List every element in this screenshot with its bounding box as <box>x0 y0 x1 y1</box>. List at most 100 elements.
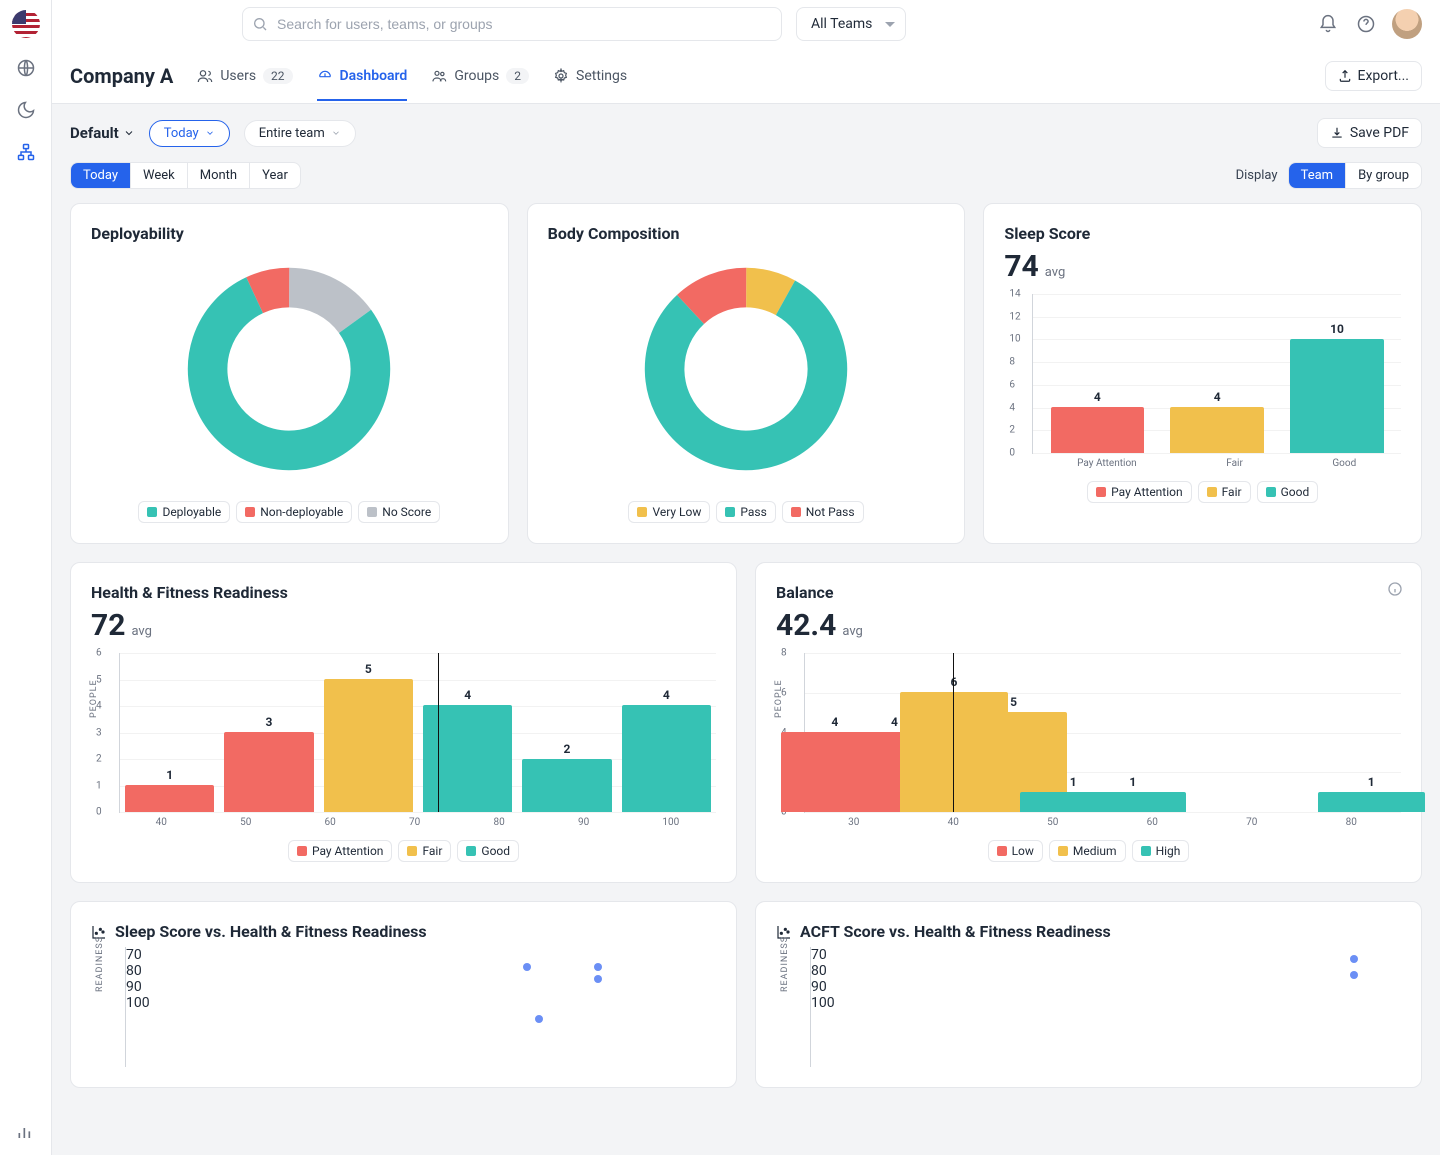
bell-icon[interactable] <box>1316 12 1340 36</box>
scatter2-title: ACFT Score vs. Health & Fitness Readines… <box>800 922 1111 941</box>
card-body-composition: Body Composition Very LowPassNot Pass <box>527 203 966 544</box>
legend-item[interactable]: Good <box>457 840 519 862</box>
legend-item[interactable]: Non-deployable <box>236 501 352 523</box>
bars-icon[interactable] <box>14 1121 38 1145</box>
legend-item[interactable]: Very Low <box>628 501 710 523</box>
body-comp-donut <box>636 259 856 479</box>
legend-item[interactable]: High <box>1132 840 1190 862</box>
balance-avg: 42.4 <box>776 608 836 643</box>
sleep-xlabels: Pay AttentionFairGood <box>1032 458 1401 469</box>
sleep-legend: Pay Attention Fair Good <box>1004 481 1401 503</box>
scope-pill-label: Entire team <box>259 126 325 141</box>
hfr-avg: 72 <box>91 608 125 643</box>
groups-icon <box>431 68 447 84</box>
legend-item[interactable]: Fair <box>398 840 451 862</box>
ylabel: READINESS <box>95 936 105 992</box>
tab-settings[interactable]: Settings <box>553 52 627 100</box>
chevron-down-icon <box>123 127 135 139</box>
filters-row: Default Today Entire team Save PDF <box>52 104 1440 162</box>
org-tree-icon[interactable] <box>14 140 38 164</box>
deployability-donut <box>179 259 399 479</box>
flag-icon[interactable] <box>12 10 40 38</box>
globe-icon[interactable] <box>14 56 38 80</box>
groups-count-badge: 2 <box>506 68 529 84</box>
download-icon <box>1330 126 1344 140</box>
display-opt-team[interactable]: Team <box>1289 163 1347 188</box>
range-opt-week[interactable]: Week <box>131 163 188 188</box>
users-icon <box>197 68 213 84</box>
legend-item[interactable]: Pay Attention <box>1087 481 1191 503</box>
export-icon <box>1338 69 1352 83</box>
avg-label: avg <box>842 624 863 639</box>
view-dropdown[interactable]: Default <box>70 124 135 142</box>
avg-label: avg <box>131 624 152 639</box>
legend-item[interactable]: Not Pass <box>782 501 864 523</box>
range-opt-year[interactable]: Year <box>250 163 300 188</box>
legend-item[interactable]: Pay Attention <box>288 840 392 862</box>
dashboard-icon <box>317 68 333 84</box>
team-dropdown[interactable]: All Teams <box>796 7 906 41</box>
card-title: Health & Fitness Readiness <box>91 583 716 602</box>
card-balance: Balance 42.4avg PEOPLE024684465111 30405… <box>755 562 1422 883</box>
range-segmented: TodayWeekMonthYear <box>70 162 301 189</box>
card-title: Sleep Score vs. Health & Fitness Readine… <box>91 922 716 941</box>
search-input[interactable] <box>242 7 782 41</box>
range-row: TodayWeekMonthYear Display TeamBy group <box>52 162 1440 203</box>
tab-dashboard[interactable]: Dashboard <box>317 52 408 100</box>
export-label: Export... <box>1358 68 1410 84</box>
tab-dashboard-label: Dashboard <box>340 68 408 84</box>
legend-item[interactable]: Pass <box>716 501 775 523</box>
team-dropdown-label: All Teams <box>811 16 872 32</box>
avg-label: avg <box>1045 265 1066 280</box>
card-scatter-sleep: Sleep Score vs. Health & Fitness Readine… <box>70 901 737 1088</box>
tab-users[interactable]: Users 22 <box>197 52 292 100</box>
view-label: Default <box>70 124 119 142</box>
hfr-legend: Pay Attention Fair Good <box>91 840 716 862</box>
card-deployability: Deployability Deployable Non-deployable No… <box>70 203 509 544</box>
tab-groups[interactable]: Groups 2 <box>431 52 529 100</box>
display-opt-by-group[interactable]: By group <box>1346 163 1421 188</box>
legend-item[interactable]: Fair <box>1198 481 1251 503</box>
deployability-legend: Deployable Non-deployable No Score <box>91 501 488 523</box>
card-scatter-acft: ACFT Score vs. Health & Fitness Readines… <box>755 901 1422 1088</box>
display-label: Display <box>1236 168 1278 183</box>
sleep-barchart: 024681012144410 <box>1032 294 1401 454</box>
subheader: Company A Users 22 Dashboard Groups 2 Se… <box>52 48 1440 104</box>
legend-item[interactable]: Deployable <box>138 501 230 523</box>
legend-item[interactable]: No Score <box>358 501 440 523</box>
search-icon <box>252 16 268 32</box>
hfr-xlabels: 405060708090100 <box>119 817 716 828</box>
balance-xlabels: 304050607080 <box>804 817 1401 828</box>
legend-item[interactable]: Good <box>1257 481 1319 503</box>
card-hfr: Health & Fitness Readiness 72 avg PEOPLE0… <box>70 562 737 883</box>
chevron-down-icon <box>331 128 341 138</box>
card-title: Sleep Score <box>1004 224 1401 243</box>
help-icon[interactable] <box>1354 12 1378 36</box>
tab-users-label: Users <box>220 68 256 84</box>
ylabel: READINESS <box>780 936 790 992</box>
users-count-badge: 22 <box>263 68 293 84</box>
balance-barchart: PEOPLE024684465111 <box>804 653 1401 813</box>
export-button[interactable]: Export... <box>1325 61 1423 91</box>
save-pdf-label: Save PDF <box>1350 125 1409 141</box>
scatter2-chart: READINESS708090100 <box>810 947 1401 1067</box>
scatter1-title: Sleep Score vs. Health & Fitness Readine… <box>115 922 427 941</box>
card-title: Deployability <box>91 224 488 243</box>
legend-item[interactable]: Low <box>988 840 1043 862</box>
moon-stats-icon[interactable] <box>14 98 38 122</box>
date-pill-label: Today <box>164 126 199 141</box>
range-opt-today[interactable]: Today <box>71 163 131 188</box>
scope-pill[interactable]: Entire team <box>244 120 356 147</box>
dashboard-content: Deployability Deployable Non-deployable No… <box>52 203 1440 1155</box>
range-opt-month[interactable]: Month <box>188 163 250 188</box>
date-pill[interactable]: Today <box>149 120 230 147</box>
legend-item[interactable]: Medium <box>1049 840 1126 862</box>
display-segmented: TeamBy group <box>1288 162 1422 189</box>
balance-legend: Low Medium High <box>776 840 1401 862</box>
save-pdf-button[interactable]: Save PDF <box>1317 118 1422 148</box>
tab-settings-label: Settings <box>576 68 627 84</box>
avatar[interactable] <box>1392 9 1422 39</box>
card-sleep-score: Sleep Score 74avg 024681012144410 Pay At… <box>983 203 1422 544</box>
info-icon[interactable] <box>1387 581 1403 597</box>
hfr-barchart: PEOPLE0123456135424 <box>119 653 716 813</box>
